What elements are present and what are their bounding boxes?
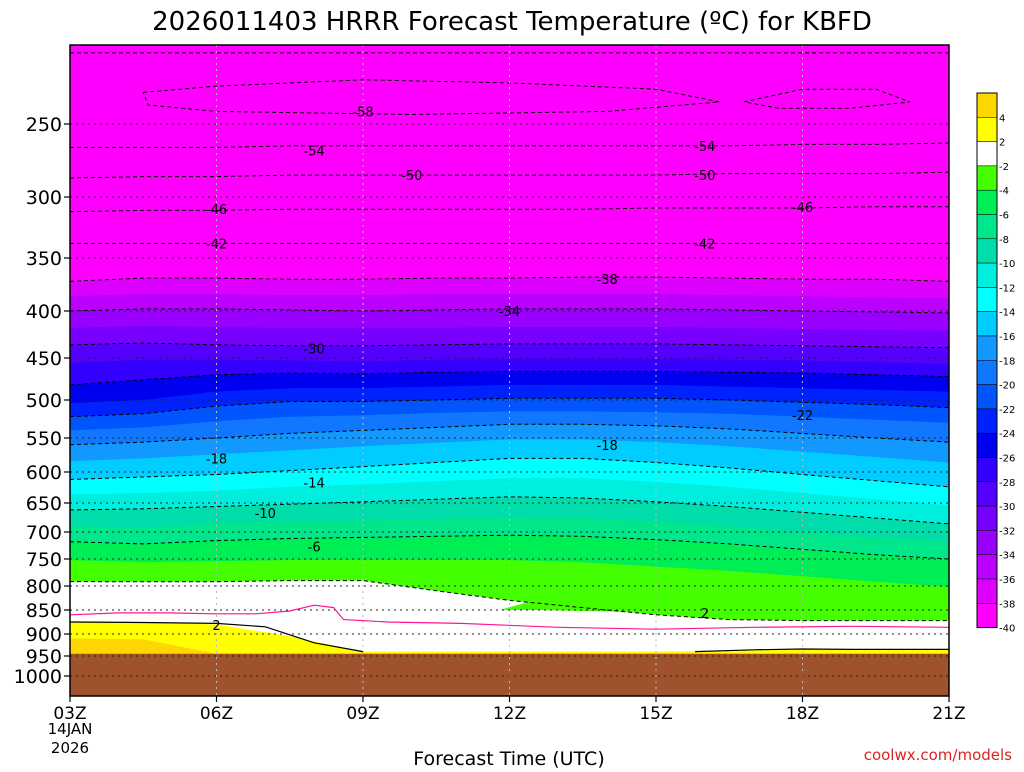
colorbar-label-5: -8: [999, 235, 1009, 246]
colorbar-swatch-5: [977, 215, 997, 239]
colorbar-label-18: -34: [999, 551, 1015, 562]
contour-label-10: -34: [499, 305, 520, 320]
y-tick-label-350: 350: [26, 248, 62, 270]
contour-label-3: -50: [401, 169, 422, 184]
y-tick-label-400: 400: [26, 301, 62, 323]
contour-label-7: -42: [206, 237, 227, 252]
y-tick-label-950: 950: [26, 646, 62, 668]
y-tick-label-850: 850: [26, 600, 62, 622]
colorbar-label-14: -26: [999, 454, 1015, 465]
colorbar-swatch-17: [977, 506, 997, 530]
colorbar-label-3: -4: [999, 186, 1009, 197]
contour-label-12: -22: [792, 409, 813, 424]
contour-label-8: -42: [694, 237, 715, 252]
x-tick-label-21Z: 21Z: [932, 704, 965, 724]
colorbar-swatch-16: [977, 482, 997, 506]
colorbar-swatch-11: [977, 360, 997, 384]
credit-text: coolwx.com/models: [864, 746, 1012, 764]
contour-label-2: -54: [694, 140, 715, 155]
colorbar-swatch-20: [977, 579, 997, 603]
colorbar: 4 2 -2 -4 -6 -8 -10 -12 -14 -16 -18 -20 -22 -24 -26 -28…: [977, 93, 1015, 635]
colorbar-swatch-4: [977, 190, 997, 214]
contour-label-16: -10: [255, 507, 276, 522]
y-tick-label-450: 450: [26, 348, 62, 370]
x-date-year: 2026: [51, 739, 89, 757]
colorbar-swatch-0: [977, 93, 997, 117]
colorbar-swatch-15: [977, 458, 997, 482]
contour-label-9: -38: [597, 273, 618, 288]
colorbar-label-4: -6: [999, 211, 1009, 222]
colorbar-label-17: -32: [999, 526, 1015, 537]
contour-label-4: -50: [694, 169, 715, 184]
colorbar-swatch-10: [977, 336, 997, 360]
colorbar-label-0: 4: [999, 113, 1005, 124]
x-axis-label: Forecast Time (UTC): [413, 748, 604, 768]
contour-label-1: -54: [304, 144, 325, 159]
contour-label-18: 2: [212, 619, 220, 634]
x-tick-label-18Z: 18Z: [786, 704, 819, 724]
fill-band-22: [70, 654, 949, 696]
x-date-day: 14JAN: [48, 720, 93, 738]
colorbar-swatch-9: [977, 312, 997, 336]
colorbar-swatch-12: [977, 385, 997, 409]
colorbar-label-16: -30: [999, 502, 1015, 513]
contour-label-13: -18: [206, 452, 227, 467]
colorbar-label-13: -24: [999, 429, 1015, 440]
y-axis: 2503003504004505005506006507007508008509…: [14, 114, 70, 688]
colorbar-label-1: 2: [999, 138, 1005, 149]
colorbar-label-20: -38: [999, 599, 1015, 610]
colorbar-swatch-18: [977, 530, 997, 554]
colorbar-label-7: -12: [999, 283, 1015, 294]
y-tick-label-800: 800: [26, 576, 62, 598]
colorbar-label-19: -36: [999, 575, 1015, 586]
colorbar-swatch-1: [977, 117, 997, 141]
contour-label-15: -14: [304, 477, 325, 492]
colorbar-swatch-8: [977, 287, 997, 311]
x-tick-label-09Z: 09Z: [346, 704, 379, 724]
y-tick-label-600: 600: [26, 462, 62, 484]
y-tick-label-1000: 1000: [14, 666, 62, 688]
colorbar-swatch-19: [977, 555, 997, 579]
contour-label-11: -30: [304, 343, 325, 358]
colorbar-swatch-21: [977, 603, 997, 627]
y-tick-label-300: 300: [26, 187, 62, 209]
colorbar-swatch-2: [977, 142, 997, 166]
y-tick-label-650: 650: [26, 493, 62, 515]
colorbar-label-9: -16: [999, 332, 1015, 343]
colorbar-swatch-6: [977, 239, 997, 263]
chart-title: 2026011403 HRRR Forecast Temperature (ºC…: [152, 7, 872, 37]
x-tick-label-06Z: 06Z: [200, 704, 233, 724]
colorbar-label-8: -14: [999, 308, 1015, 319]
colorbar-swatch-3: [977, 166, 997, 190]
x-tick-label-15Z: 15Z: [639, 704, 672, 724]
x-tick-label-12Z: 12Z: [493, 704, 526, 724]
y-tick-label-900: 900: [26, 624, 62, 646]
contour-label-17: -6: [308, 541, 321, 556]
y-tick-label-500: 500: [26, 390, 62, 412]
colorbar-label-12: -22: [999, 405, 1015, 416]
contour-label-14: -18: [597, 439, 618, 454]
contour-label-19: 2: [701, 607, 709, 622]
colorbar-label-2: -2: [999, 162, 1009, 173]
colorbar-swatch-7: [977, 263, 997, 287]
colorbar-label-10: -18: [999, 356, 1015, 367]
y-tick-label-550: 550: [26, 428, 62, 450]
colorbar-label-6: -10: [999, 259, 1015, 270]
y-tick-label-250: 250: [26, 114, 62, 136]
colorbar-label-21: -40: [999, 624, 1015, 635]
y-tick-label-750: 750: [26, 549, 62, 571]
colorbar-label-15: -28: [999, 478, 1015, 489]
colorbar-swatch-13: [977, 409, 997, 433]
colorbar-label-11: -20: [999, 381, 1015, 392]
y-tick-label-700: 700: [26, 522, 62, 544]
contour-label-0: -58: [352, 105, 373, 120]
contour-label-6: -46: [792, 201, 813, 216]
contour-label-5: -46: [206, 203, 227, 218]
colorbar-swatch-14: [977, 433, 997, 457]
